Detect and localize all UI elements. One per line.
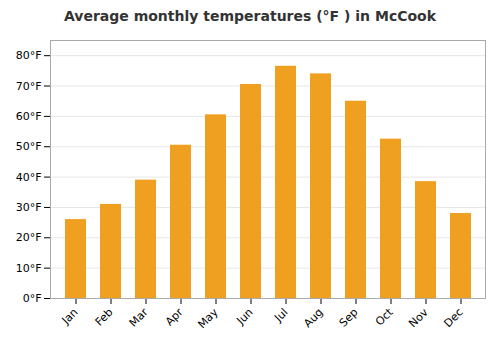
svg-text:May: May [195,305,221,331]
svg-text:40°F: 40°F [16,171,42,184]
svg-text:Jul: Jul [271,306,290,325]
svg-text:Jun: Jun [234,306,256,328]
svg-text:Feb: Feb [93,306,116,329]
svg-text:70°F: 70°F [16,80,42,93]
svg-text:Dec: Dec [441,306,465,330]
svg-text:80°F: 80°F [16,49,42,62]
svg-text:Nov: Nov [406,305,431,330]
svg-text:Apr: Apr [163,305,186,328]
svg-text:50°F: 50°F [16,140,42,153]
svg-text:Oct: Oct [373,305,396,328]
svg-text:0°F: 0°F [23,292,42,305]
svg-text:Sep: Sep [337,306,361,330]
svg-text:Mar: Mar [127,305,151,329]
svg-text:20°F: 20°F [16,231,42,244]
svg-text:30°F: 30°F [16,201,42,214]
svg-text:10°F: 10°F [16,262,42,275]
svg-text:Aug: Aug [301,306,325,330]
svg-text:Jan: Jan [59,306,81,328]
svg-text:60°F: 60°F [16,110,42,123]
html-text:Average monthly temperatures (: Average monthly temperatures (°F ) in Mc… [64,8,436,24]
